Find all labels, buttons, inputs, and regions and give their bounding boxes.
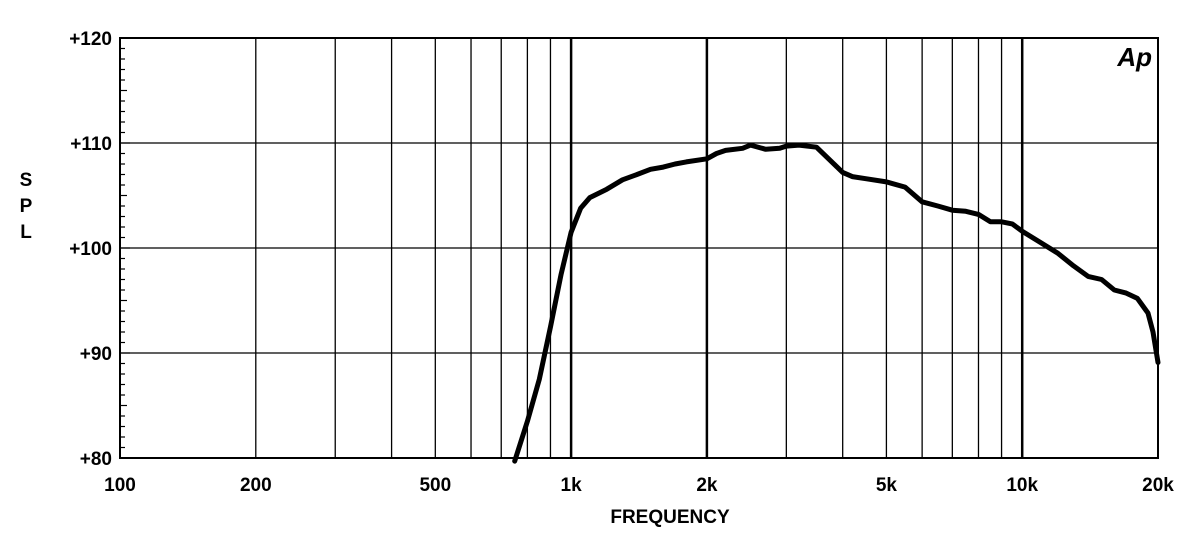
y-tick-label: +120: [69, 29, 112, 50]
x-tick-label: 500: [419, 475, 451, 496]
x-tick-label: 1k: [561, 475, 583, 496]
y-minor-ticks: [120, 37, 130, 459]
ap-logo: Ap: [1116, 42, 1152, 72]
y-tick-label: +100: [69, 239, 112, 260]
horizontal-gridlines: [120, 142, 1158, 354]
y-axis-title-letter: L: [20, 222, 32, 243]
x-tick-label: 10k: [1006, 475, 1038, 496]
x-tick-label: 100: [104, 475, 136, 496]
y-tick-label: +80: [80, 449, 112, 470]
y-tick-labels: +80 +90 +100 +110 +120: [69, 29, 112, 470]
y-tick-label: +90: [80, 344, 112, 365]
y-axis-title: SPL: [20, 170, 33, 243]
y-axis-title-letter: P: [20, 196, 33, 217]
x-tick-labels: 100 200 500 1k 2k 5k 10k 20k: [104, 475, 1174, 496]
y-axis-title-letter: S: [20, 170, 33, 191]
x-axis-title: FREQUENCY: [610, 507, 730, 528]
plot-frame: [119, 37, 1159, 459]
x-tick-label: 2k: [696, 475, 718, 496]
spl-curve: [512, 142, 1161, 464]
x-tick-label: 200: [240, 475, 272, 496]
x-tick-label: 20k: [1142, 475, 1174, 496]
y-tick-label: +110: [70, 134, 112, 155]
x-tick-label: 5k: [876, 475, 898, 496]
